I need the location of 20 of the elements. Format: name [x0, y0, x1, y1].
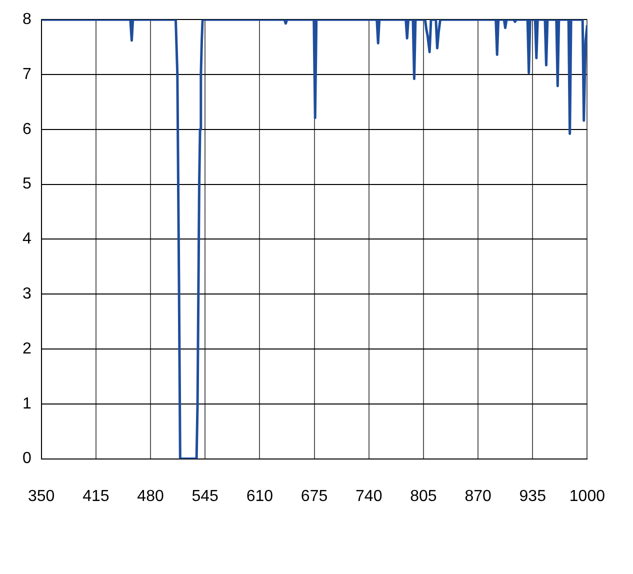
y-tick-label: 2 [22, 340, 32, 358]
x-tick-label: 935 [519, 488, 546, 505]
x-tick-label: 740 [356, 488, 382, 505]
x-tick-label: 1000 [569, 488, 606, 505]
x-tick-label: 870 [464, 488, 492, 505]
x-tick-label: 805 [410, 488, 437, 505]
x-tick-label: 545 [192, 488, 219, 505]
x-tick-label: 480 [137, 488, 164, 505]
y-tick-label: 6 [22, 120, 32, 138]
y-tick-label: 7 [22, 66, 32, 83]
x-tick-label: 675 [300, 488, 328, 505]
y-tick-label: 8 [22, 11, 32, 28]
y-tick-label: 1 [22, 395, 32, 412]
y-tick-label: 5 [22, 176, 32, 193]
y-tick-label: 4 [22, 230, 32, 248]
x-tick-label: 415 [82, 488, 110, 505]
y-tick-label: 0 [22, 450, 32, 468]
x-tick-label: 350 [28, 488, 55, 505]
y-tick-label: 3 [22, 286, 32, 303]
x-tick-label: 610 [246, 488, 274, 505]
